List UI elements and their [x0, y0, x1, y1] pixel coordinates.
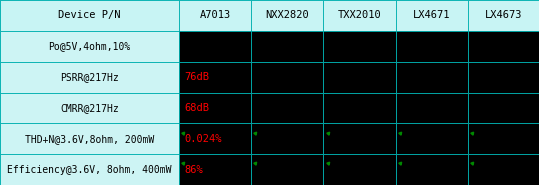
Bar: [251, 92, 323, 123]
Bar: [179, 62, 251, 92]
Bar: [323, 123, 396, 154]
Text: 68dB: 68dB: [184, 103, 209, 113]
Bar: [468, 62, 539, 92]
Text: LX4671: LX4671: [413, 10, 451, 20]
Bar: [396, 0, 468, 31]
Bar: [468, 0, 539, 31]
Bar: [468, 154, 539, 185]
Bar: [0, 92, 179, 123]
Bar: [251, 62, 323, 92]
Text: A7013: A7013: [199, 10, 231, 20]
Text: TXX2010: TXX2010: [337, 10, 382, 20]
Bar: [0, 0, 179, 31]
Text: Device P/N: Device P/N: [58, 10, 121, 20]
Bar: [0, 31, 179, 62]
Bar: [0, 154, 179, 185]
Bar: [396, 123, 468, 154]
Bar: [468, 92, 539, 123]
Bar: [251, 31, 323, 62]
Bar: [323, 154, 396, 185]
Bar: [323, 31, 396, 62]
Text: NXX2820: NXX2820: [265, 10, 309, 20]
Bar: [251, 0, 323, 31]
Bar: [0, 62, 179, 92]
Text: PSRR@217Hz: PSRR@217Hz: [60, 72, 119, 82]
Bar: [179, 123, 251, 154]
Bar: [179, 0, 251, 31]
Bar: [468, 123, 539, 154]
Bar: [0, 123, 179, 154]
Bar: [468, 31, 539, 62]
Bar: [179, 31, 251, 62]
Bar: [396, 62, 468, 92]
Bar: [251, 123, 323, 154]
Bar: [396, 154, 468, 185]
Text: Efficiency@3.6V, 8ohm, 400mW: Efficiency@3.6V, 8ohm, 400mW: [7, 165, 172, 175]
Text: 86%: 86%: [184, 165, 203, 175]
Bar: [251, 154, 323, 185]
Text: LX4673: LX4673: [485, 10, 522, 20]
Text: THD+N@3.6V,8ohm, 200mW: THD+N@3.6V,8ohm, 200mW: [25, 134, 154, 144]
Bar: [179, 92, 251, 123]
Bar: [179, 154, 251, 185]
Bar: [396, 92, 468, 123]
Text: 76dB: 76dB: [184, 72, 209, 82]
Bar: [396, 31, 468, 62]
Bar: [323, 0, 396, 31]
Bar: [323, 92, 396, 123]
Text: Po@5V,4ohm,10%: Po@5V,4ohm,10%: [49, 41, 130, 51]
Bar: [323, 62, 396, 92]
Text: CMRR@217Hz: CMRR@217Hz: [60, 103, 119, 113]
Text: 0.024%: 0.024%: [184, 134, 222, 144]
